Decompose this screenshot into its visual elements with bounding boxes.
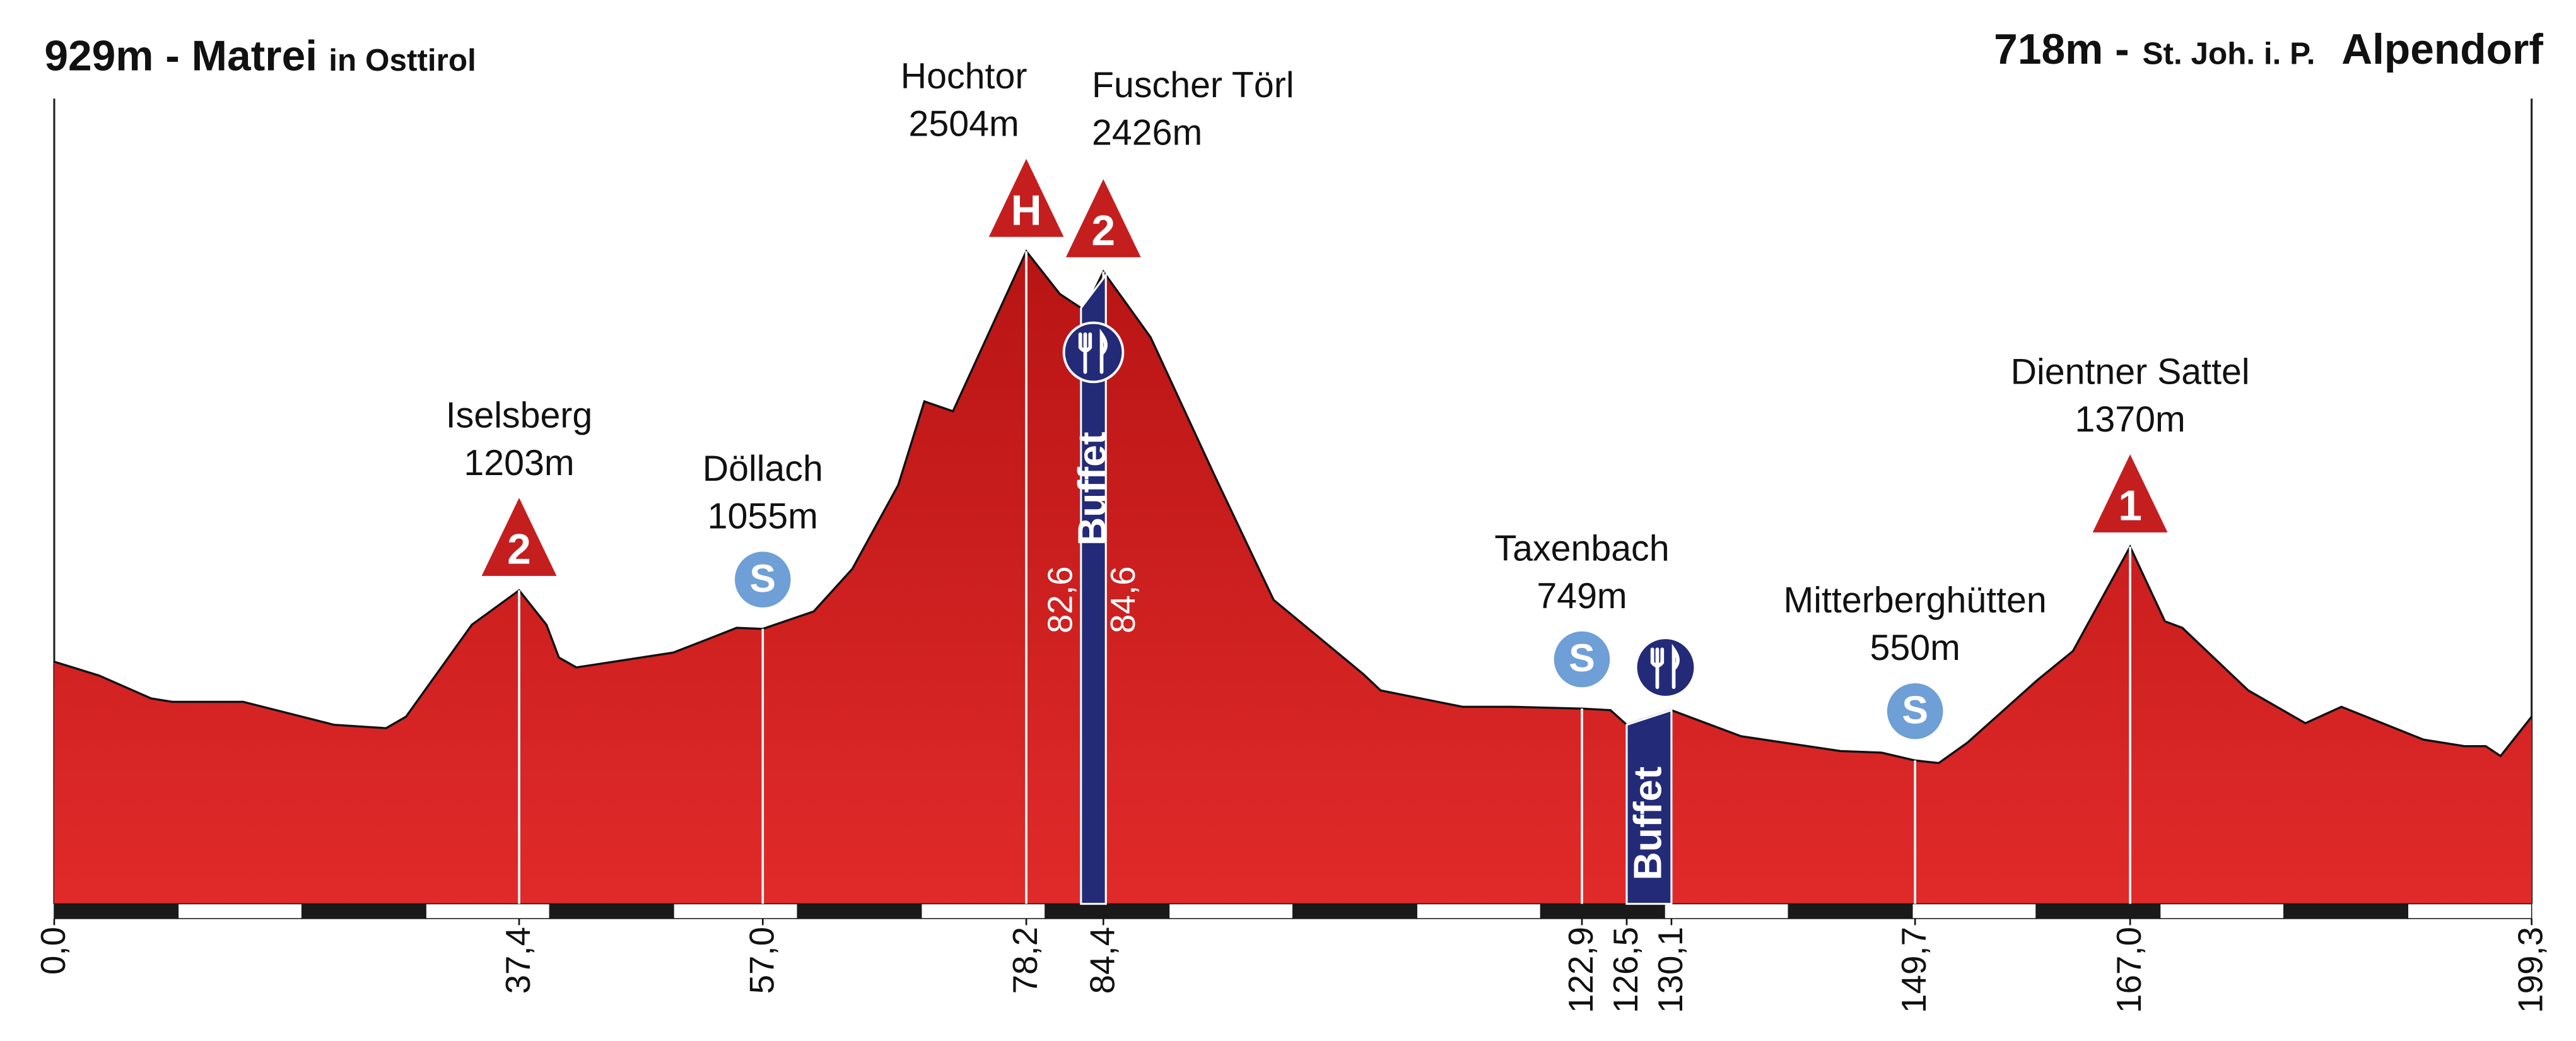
location-name: Dientner Sattel (2011, 351, 2250, 392)
sprint-marker (1550, 628, 1613, 691)
scale-stripe (1540, 903, 1665, 919)
feed-icon-cutlery (1078, 328, 1108, 374)
scale-stripe (54, 903, 179, 919)
scale-stripe (1045, 903, 1170, 919)
buffet-start-km: 82,6 (1041, 566, 1080, 633)
profile-area (54, 251, 2532, 904)
x-tick-label: 37,4 (498, 927, 537, 994)
buffet-label: Buffet (1070, 432, 1115, 546)
scale-stripe (425, 903, 551, 919)
scale-stripe (2159, 903, 2285, 919)
profile-outline (54, 249, 2532, 765)
climb-marker (1062, 173, 1145, 260)
x-tick-label: 122,9 (1561, 927, 1600, 1013)
x-tick-label: 199,3 (2511, 927, 2550, 1013)
title-right-main: 718m - (1994, 26, 2129, 73)
buffet-end-km: 84,6 (1103, 566, 1142, 633)
scale-stripe (1416, 903, 1542, 919)
sprint-label: S (1569, 636, 1595, 680)
location-elevation: 1370m (2075, 399, 2186, 440)
location-name: Iselsberg (446, 395, 592, 435)
location-elevation: 550m (1870, 628, 1960, 668)
climb-marker (477, 492, 561, 579)
climb-marker (985, 153, 1068, 240)
sprint-marker (731, 548, 794, 611)
scale-stripe (301, 903, 426, 919)
location-name: Döllach (703, 449, 823, 489)
buffet-label: Buffet (1626, 767, 1670, 881)
scale-stripe (1168, 903, 1294, 919)
x-tick-label: 130,1 (1651, 927, 1690, 1013)
x-tick-label: 126,5 (1606, 927, 1645, 1013)
scale-stripe (673, 903, 799, 919)
scale-stripe (920, 903, 1046, 919)
sprint-marker (1883, 679, 1947, 743)
location-name: Mitterberghütten (1784, 580, 2047, 620)
feed-icon (1634, 637, 1697, 698)
scale-stripe (1788, 903, 1913, 919)
location-elevation: 2504m (909, 103, 1019, 144)
x-tick-label: 149,7 (1894, 927, 1933, 1013)
buffet-zone (1080, 272, 1107, 905)
x-tick-label: 78,2 (1005, 927, 1045, 994)
buffet-zone (1625, 709, 1673, 905)
climb-category: H (1011, 187, 1042, 234)
scale-stripe (1292, 903, 1417, 919)
scale-stripe (549, 903, 674, 919)
title-left-sub: in Osttirol (329, 43, 476, 78)
title-right-sub: St. Joh. i. P. (2143, 37, 2315, 71)
climb-category: 2 (507, 526, 531, 573)
climb-marker (2088, 449, 2172, 535)
title-right-end: Alpendorf (2341, 26, 2543, 73)
scale-stripe (2035, 903, 2161, 919)
location-elevation: 1055m (708, 496, 818, 536)
feed-icon (1062, 321, 1125, 384)
scale-stripe (2407, 903, 2532, 919)
scale-stripe (1911, 903, 2037, 919)
scale-stripe (1664, 903, 1789, 919)
title-left: 929m - Matrei (44, 33, 317, 80)
x-tick-label: 84,4 (1082, 927, 1121, 994)
sprint-label: S (749, 556, 776, 601)
scale-stripe (2283, 903, 2409, 919)
x-tick-label: 167,0 (2109, 927, 2148, 1013)
x-tick-label: 0,0 (33, 927, 73, 975)
scale-stripe (797, 903, 922, 919)
feed-icon-cutlery (1650, 644, 1680, 690)
location-elevation: 2426m (1092, 112, 1202, 153)
scale-stripe (177, 903, 303, 919)
climb-category: 2 (1091, 208, 1115, 255)
x-tick-label: 57,0 (742, 927, 781, 994)
location-name: Fuscher Törl (1092, 65, 1294, 105)
sprint-label: S (1902, 688, 1928, 732)
location-name: Hochtor (901, 56, 1027, 97)
climb-category: 1 (2118, 483, 2142, 530)
location-elevation: 749m (1537, 576, 1627, 616)
location-elevation: 1203m (464, 443, 574, 483)
location-name: Taxenbach (1494, 528, 1669, 568)
